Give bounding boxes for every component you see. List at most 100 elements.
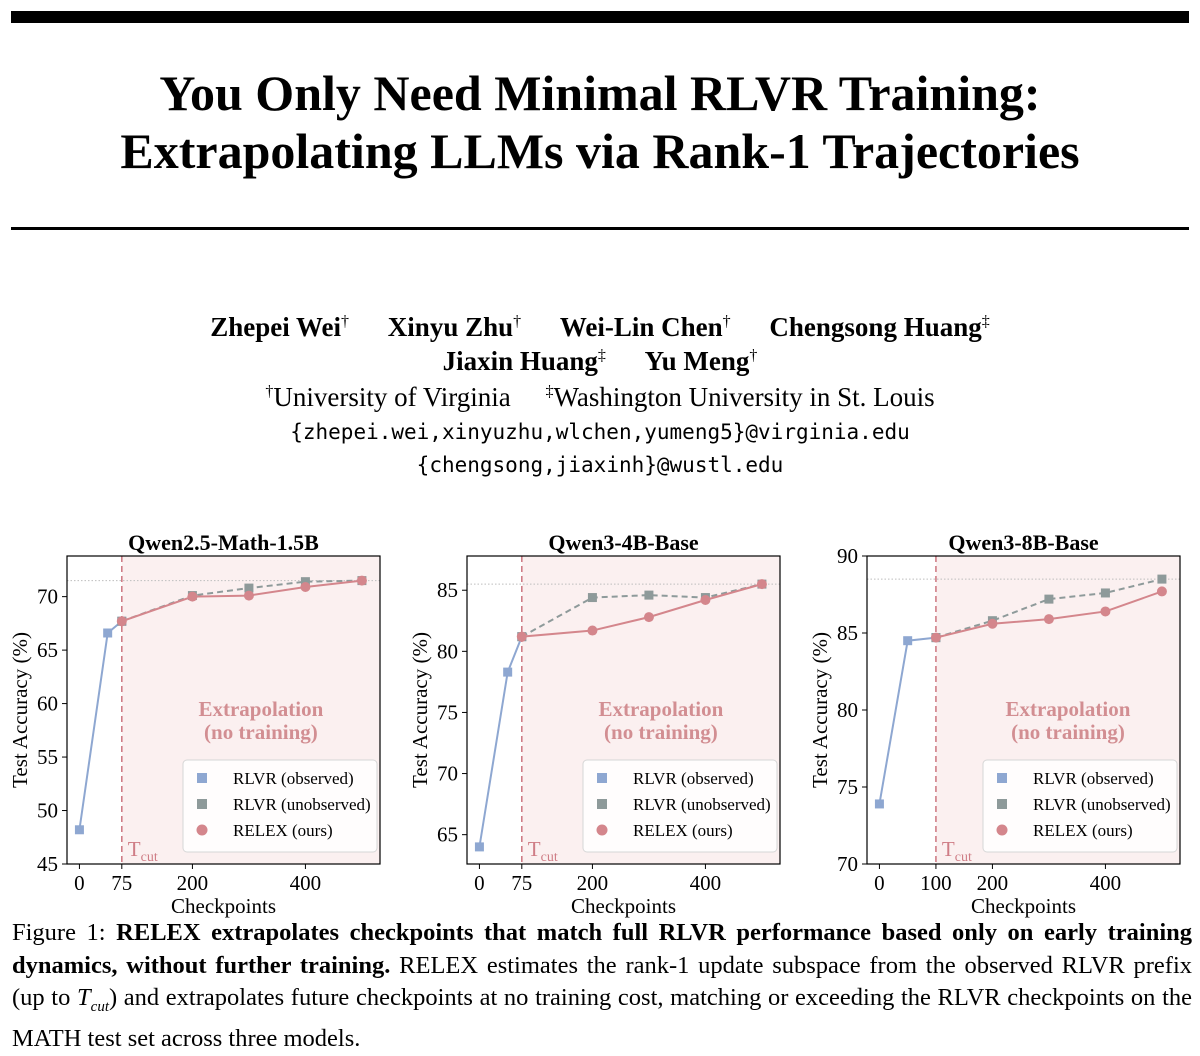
chart1-y-tick-label: 70: [37, 585, 58, 609]
chart2-x-tick-label: 200: [577, 871, 609, 895]
chart2-title: Qwen3-4B-Base: [548, 530, 699, 555]
chart2-annotation-line-1: Extrapolation: [598, 697, 723, 721]
chart2-legend-label: RELEX (ours): [633, 821, 733, 840]
author: Zhepei Wei†: [210, 312, 350, 342]
author: Wei-Lin Chen†: [559, 312, 731, 342]
chart1-annotation-line-1: Extrapolation: [198, 697, 323, 721]
chart1-x-tick-label: 400: [290, 871, 322, 895]
chart2-x-tick-label: 400: [690, 871, 722, 895]
chart2-legend-label: RLVR (unobserved): [633, 795, 771, 814]
chart3-legend-box: [982, 759, 1178, 853]
chart-qwen2-5-math: Qwen2.5-Math-1.5B 45 50 55 60 65 70 0 75 200 400 Ch…: [8, 530, 381, 918]
chart3-tcut-subscript: cut: [955, 850, 972, 865]
chart3-x-tick-label: 200: [977, 871, 1009, 895]
chart2-series-2-point: [587, 593, 597, 603]
chart1-tcut-subscript: cut: [141, 850, 158, 865]
chart2-series-3-point: [643, 612, 654, 623]
chart3-series-2-point: [1100, 588, 1110, 598]
chart2-y-tick-label: 75: [437, 700, 458, 724]
chart2-series-line-1: [478, 636, 523, 848]
chart1-x-tick-label: 200: [177, 871, 209, 895]
chart3-y-tick-label: 70: [837, 852, 858, 876]
chart3-legend-marker: [997, 799, 1007, 809]
chart3-y-tick-label: 75: [837, 775, 858, 799]
chart2-y-tick-label: 85: [437, 578, 458, 602]
email-line: {zhepei.wei,xinyuzhu,wlchen,yumeng5}@vir…: [290, 420, 910, 444]
chart3-x-tick-label: 0: [874, 871, 885, 895]
chart1-series-3-point: [300, 582, 311, 593]
chart3-legend-label: RLVR (observed): [1033, 769, 1154, 788]
author: Yu Meng†: [644, 346, 758, 376]
chart2-series-line-2: [521, 583, 763, 638]
chart1-y-tick-label: 50: [37, 799, 58, 823]
chart2-y-tick-label: 80: [437, 639, 458, 663]
caption-text-2: ) and extrapolates future checkpoints at…: [12, 984, 1193, 1053]
chart3-y-tick-label: 90: [837, 544, 858, 568]
chart1-y-axis-label: Test Accuracy (%): [8, 632, 32, 788]
chart3-y-tick-label: 80: [837, 698, 858, 722]
chart1-y-tick-label: 45: [37, 852, 58, 876]
title-bottom-rule: [11, 227, 1189, 230]
chart1-series-3-point: [243, 590, 254, 601]
chart2-series-2-point: [644, 590, 654, 600]
title-line-1: You Only Need Minimal RLVR Training:: [159, 65, 1041, 121]
affiliation: †University of Virginia: [265, 382, 511, 412]
chart2-series-3-point: [756, 579, 767, 590]
chart1-x-tick-label: 0: [74, 871, 85, 895]
chart1-legend-marker: [197, 799, 207, 809]
chart3-series-line-2: [935, 578, 1163, 639]
chart2-series-1-point: [503, 667, 513, 677]
author: Jiaxin Huang‡: [442, 346, 606, 376]
author-emails: {zhepei.wei,xinyuzhu,wlchen,yumeng5}@vir…: [0, 416, 1200, 482]
caption-text-1: RELEX estimates the rank-1 update subspa…: [12, 951, 1193, 1012]
chart3-y-tick-label: 85: [837, 621, 858, 645]
chart3-x-axis-label: Checkpoints: [971, 894, 1076, 918]
title-line-2: Extrapolating LLMs via Rank-1 Trajectori…: [120, 123, 1080, 179]
chart3-series-3-point: [987, 618, 998, 629]
chart2-legend-marker: [597, 773, 607, 783]
paper-title: You Only Need Minimal RLVR Training: Ext…: [0, 64, 1200, 180]
chart3-series-3-point: [1043, 614, 1054, 625]
chart3-legend-label: RLVR (unobserved): [1033, 795, 1171, 814]
title-top-rule: [11, 11, 1189, 23]
chart2-series-1-point: [474, 842, 484, 852]
chart3-series-1-point: [874, 799, 884, 809]
chart1-y-tick-label: 65: [37, 638, 58, 662]
chart2-y-tick-label: 70: [437, 762, 458, 786]
chart1-legend-label: RLVR (observed): [233, 769, 354, 788]
chart1-legend-label: RELEX (ours): [233, 821, 333, 840]
chart1-plot-frame: [66, 555, 381, 865]
chart1-legend-box: [182, 759, 378, 853]
chart3-x-tick-label: 400: [1090, 871, 1122, 895]
affiliation: ‡Washington University in St. Louis: [545, 382, 935, 412]
chart2-series-3-point: [587, 625, 598, 636]
author-line-1: Zhepei Wei† Xinyu Zhu† Wei-Lin Chen† Che…: [0, 310, 1200, 344]
chart3-series-2-point: [1157, 574, 1167, 584]
chart3-y-axis-label: Test Accuracy (%): [808, 632, 832, 788]
author-list: Zhepei Wei† Xinyu Zhu† Wei-Lin Chen† Che…: [0, 310, 1200, 378]
chart1-annotation-line-2: (no training): [204, 720, 318, 744]
chart3-legend-label: RELEX (ours): [1033, 821, 1133, 840]
chart1-series-2-point: [300, 577, 310, 587]
chart2-series-3-point: [700, 595, 711, 605]
chart2-y-tick-label: 65: [437, 823, 458, 847]
chart-panel-3: Qwen3-8B-Base 70 75 80 85 90 0 100 200 400 Checkpo…: [805, 528, 1195, 918]
chart3-series-2-point: [1044, 594, 1054, 604]
chart2-y-axis-label: Test Accuracy (%): [408, 632, 432, 788]
chart1-series-1-point: [74, 825, 84, 835]
author: Xinyu Zhu†: [387, 312, 522, 342]
chart1-legend-label: RLVR (unobserved): [233, 795, 371, 814]
chart2-legend-box: [582, 759, 778, 853]
chart1-series-3-point: [356, 575, 367, 586]
chart3-annotation-line-2: (no training): [1011, 720, 1125, 744]
author: Chengsong Huang‡: [769, 312, 990, 342]
chart2-annotation-line-2: (no training): [604, 720, 718, 744]
caption-tcut: Tcut: [77, 984, 109, 1015]
caption-label: Figure 1:: [12, 919, 106, 946]
chart2-tcut-label: Tcut: [528, 837, 558, 865]
chart1-series-3-point: [187, 591, 198, 602]
chart2-legend-label: RLVR (observed): [633, 769, 754, 788]
email-line: {chengsong,jiaxinh}@wustl.edu: [416, 453, 784, 477]
chart1-x-tick-label: 75: [111, 871, 132, 895]
chart1-series-line-1: [78, 620, 123, 830]
